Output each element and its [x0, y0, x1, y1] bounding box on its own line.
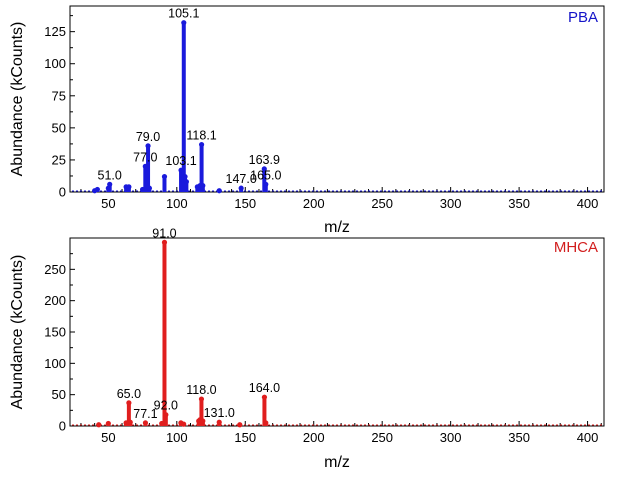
mhca-peak-label: 164.0	[249, 381, 280, 395]
mhca-panel: MHCA Abundance (kCounts) m/z 50 100 150 200…	[9, 226, 605, 471]
mhca-peak-label: 92.0	[154, 399, 178, 413]
mhca-peak-marker	[216, 419, 222, 425]
pba-peak-marker	[161, 174, 168, 180]
pba-peak-label: 163.9	[249, 153, 280, 167]
mhca-peak-marker	[127, 419, 133, 425]
pba-y-axis-label: Abundance (kCounts)	[9, 22, 26, 177]
mhca-y-tick-label: 200	[44, 293, 66, 308]
mhca-x-tick-label: 50	[101, 430, 115, 445]
pba-x-tick-label: 50	[101, 196, 115, 211]
pba-plot-frame	[69, 5, 605, 193]
mhca-peak-marker	[237, 422, 243, 428]
mhca-peak-marker	[163, 412, 169, 418]
mhca-peak-marker	[181, 421, 187, 427]
mhca-peak-label: 91.0	[152, 226, 176, 240]
pba-peak-marker	[182, 174, 188, 180]
mhca-x-tick-label: 200	[303, 430, 325, 445]
pba-peak-marker	[107, 181, 113, 187]
pba-x-tick-label: 150	[234, 196, 256, 211]
pba-y-tick-label: 0	[59, 185, 66, 200]
mhca-peak-marker	[105, 420, 111, 427]
pba-y-tick-label: 125	[44, 24, 66, 39]
mhca-y-tick-label: 150	[44, 325, 66, 340]
pba-x-tick-label: 350	[508, 196, 530, 211]
mhca-peak-label: 118.0	[186, 383, 216, 397]
mhca-y-axis-label: Abundance (kCounts)	[9, 255, 26, 410]
pba-y-tick-label: 100	[44, 56, 66, 71]
pba-y-tick-label: 50	[52, 120, 66, 135]
pba-peak-marker	[198, 141, 205, 148]
mhca-y-tick-label: 50	[52, 387, 66, 402]
pba-peak-label: 51.0	[98, 168, 122, 182]
pba-x-tick-label: 400	[577, 196, 599, 211]
mhca-y-tick-label: 0	[59, 419, 66, 434]
mhca-peak-marker	[200, 418, 206, 424]
pba-x-tick-label: 200	[303, 196, 325, 211]
pba-peak-marker	[216, 188, 222, 194]
mhca-x-tick-label: 250	[371, 430, 393, 445]
mhca-x-tick-label: 300	[440, 430, 462, 445]
pba-peak-label: 79.0	[136, 130, 160, 144]
mhca-y-tick-label: 100	[44, 356, 66, 371]
mhca-y-tick-label: 250	[44, 262, 66, 277]
pba-peak-marker	[145, 143, 151, 149]
pba-panel: PBA Abundance (kCounts) m/z 50 100 150 200 2…	[9, 5, 605, 236]
mhca-peak-marker	[161, 239, 168, 245]
pba-peak-marker	[200, 182, 206, 189]
pba-y-tick-label: 25	[52, 152, 66, 167]
pba-y-tick-label: 75	[52, 88, 66, 103]
mhca-peak-label: 77.1	[133, 407, 157, 421]
pba-title: PBA	[568, 9, 598, 26]
pba-peak-label: 118.1	[186, 129, 216, 143]
pba-peak-marker	[146, 185, 153, 191]
mhca-x-tick-label: 400	[577, 430, 599, 445]
mhca-x-tick-label: 350	[508, 430, 530, 445]
pba-peak-label: 147.0	[226, 172, 257, 186]
mhca-x-tick-label: 150	[234, 430, 256, 445]
pba-x-tick-label: 300	[440, 196, 462, 211]
pba-peak-label: 77.0	[133, 150, 157, 164]
mhca-plot-frame	[69, 237, 605, 427]
mhca-title: MHCA	[554, 239, 598, 256]
mhca-peak-marker	[142, 420, 149, 426]
mhca-peak-label: 65.0	[117, 387, 141, 401]
pba-peak-marker	[94, 186, 100, 193]
pba-peak-marker	[261, 166, 267, 172]
pba-peak-label: 103.1	[165, 154, 196, 168]
pba-peak-label: 165.0	[250, 168, 281, 182]
mhca-peak-marker	[126, 400, 132, 406]
mhca-x-tick-label: 100	[166, 430, 188, 445]
mhca-peak-label: 131.0	[204, 406, 235, 420]
pba-peak-marker	[181, 20, 187, 26]
pba-peak-label: 105.1	[168, 7, 199, 21]
mhca-x-axis-label: m/z	[324, 454, 350, 471]
pba-peak-marker	[263, 181, 269, 187]
mhca-peak-marker	[261, 394, 268, 400]
pba-x-tick-label: 250	[371, 196, 393, 211]
pba-x-tick-label: 100	[166, 196, 188, 211]
mhca-peak-marker	[263, 420, 269, 426]
mhca-peak-marker	[198, 396, 205, 402]
mhca-peak-marker	[96, 422, 102, 428]
pba-peak-marker	[126, 184, 132, 190]
pba-peak-marker	[183, 179, 189, 185]
pba-peak-marker	[238, 185, 244, 191]
pba-x-axis-label: m/z	[324, 219, 350, 236]
